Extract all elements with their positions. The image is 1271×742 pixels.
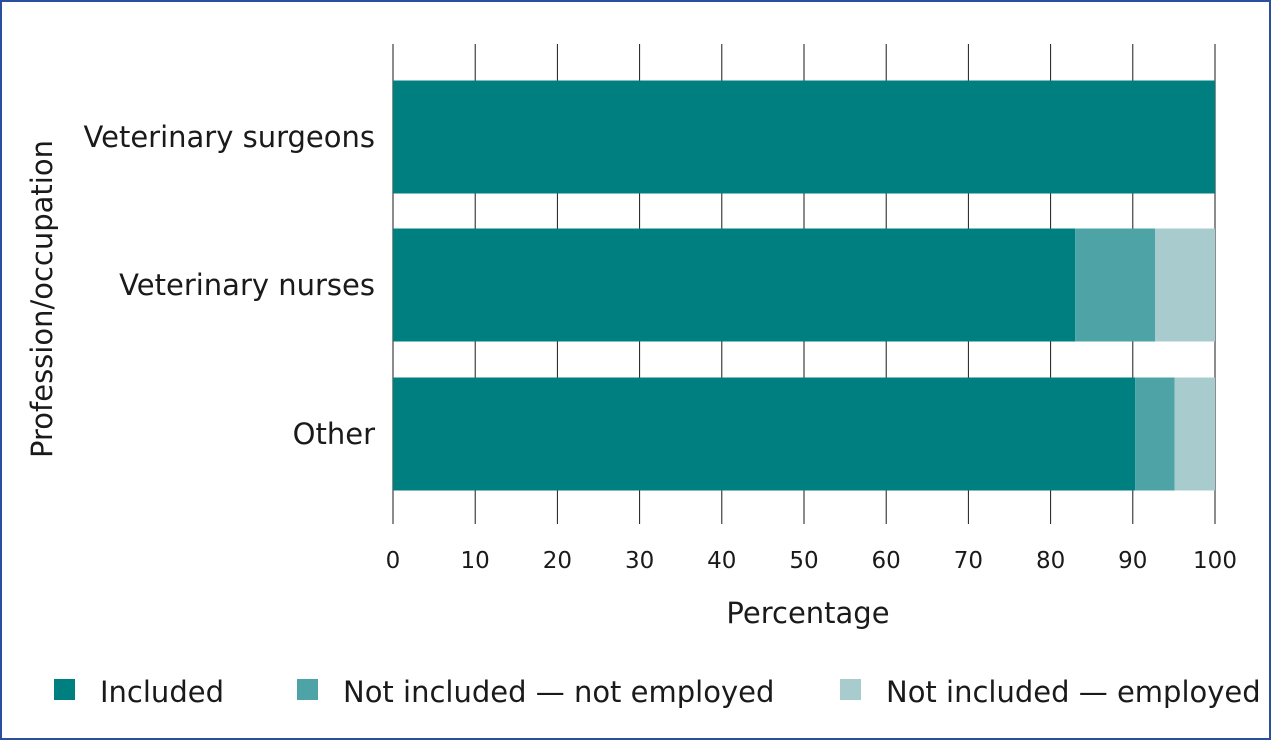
category-label: Other [293, 417, 375, 451]
x-axis-title: Percentage [726, 596, 889, 630]
bar-segment [393, 377, 1136, 491]
legend: Included Not included — not employed Not i… [54, 675, 1261, 709]
category-label: Veterinary surgeons [84, 120, 375, 154]
legend-swatch [840, 679, 861, 700]
legend-swatch [297, 679, 318, 700]
bar-segment [1135, 377, 1175, 491]
bar-segment [1075, 228, 1155, 342]
legend-label: Included [100, 675, 224, 709]
x-tick-label: 40 [707, 548, 736, 574]
x-tick-label: 20 [543, 548, 572, 574]
x-tick-label: 10 [461, 548, 490, 574]
category-labels: Veterinary surgeons Veterinary nurses Othe… [84, 120, 376, 451]
legend-label: Not included — employed [886, 675, 1261, 709]
x-tick-label: 80 [1036, 548, 1065, 574]
y-axis-title: Profession/occupation [25, 140, 59, 458]
x-tick-labels: 0 10 20 30 40 50 60 70 80 90 100 [386, 548, 1237, 574]
x-tick-label: 100 [1193, 548, 1237, 574]
bar-segment [1174, 377, 1215, 491]
x-tick-label: 60 [872, 548, 901, 574]
bar-segment [393, 80, 1215, 194]
x-tick-label: 90 [1118, 548, 1147, 574]
legend-label: Not included — not employed [343, 675, 774, 709]
x-tick-label: 70 [954, 548, 983, 574]
bars [393, 80, 1215, 491]
x-tick-label: 30 [625, 548, 654, 574]
legend-swatch [54, 679, 75, 700]
x-tick-label: 0 [386, 548, 401, 574]
category-label: Veterinary nurses [119, 268, 375, 302]
x-tick-label: 50 [789, 548, 818, 574]
bar-segment [393, 228, 1076, 342]
bar-segment [1154, 228, 1215, 342]
